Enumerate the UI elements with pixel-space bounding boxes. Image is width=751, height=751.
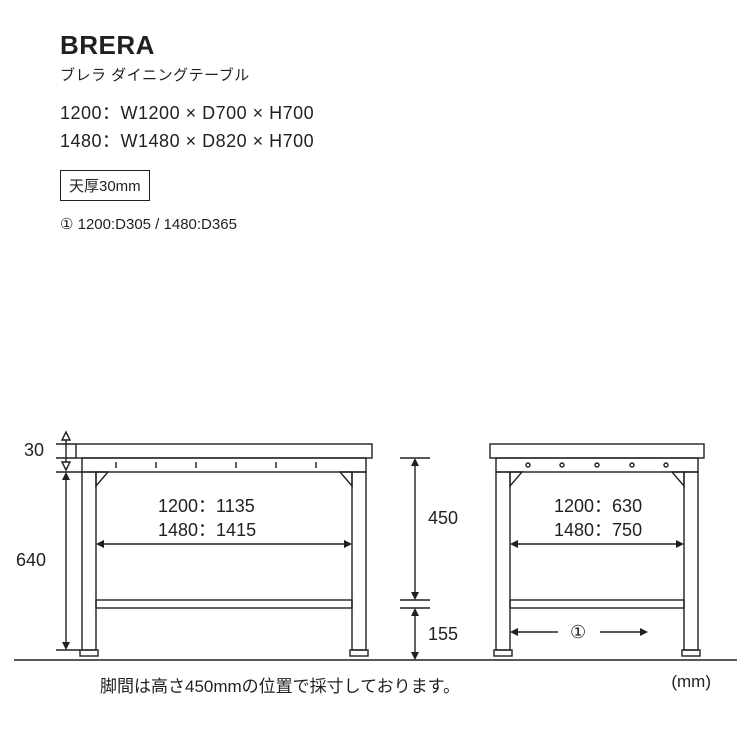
dim-side-width-1: 1200：630 — [554, 496, 642, 516]
front-leg-right — [352, 472, 366, 650]
dim-front-width-1: 1200：1135 — [158, 496, 255, 516]
dim-midheight: 450 — [400, 458, 458, 600]
front-view — [76, 444, 372, 656]
side-brace-left — [510, 472, 522, 486]
side-leg-left — [496, 472, 510, 650]
dim-depth-marker-value: ① — [570, 622, 586, 642]
front-brace-left — [96, 472, 108, 486]
front-stretcher — [96, 600, 352, 608]
side-brace-right — [672, 472, 684, 486]
apron-dot — [630, 463, 634, 467]
side-leg-right — [684, 472, 698, 650]
dim-midheight-value: 450 — [428, 508, 458, 528]
dim-front-width: 1200：1135 1480：1415 — [96, 496, 352, 548]
apron-dot — [560, 463, 564, 467]
apron-dot — [595, 463, 599, 467]
side-view — [490, 444, 704, 656]
side-foot-left — [494, 650, 512, 656]
front-leg-left — [82, 472, 96, 650]
front-foot-left — [80, 650, 98, 656]
dim-stretcher-value: 155 — [428, 624, 458, 644]
dim-side-width: 1200：630 1480：750 — [510, 496, 684, 548]
side-stretcher — [510, 600, 684, 608]
side-tabletop — [490, 444, 704, 458]
front-apron — [82, 458, 366, 472]
front-foot-right — [350, 650, 368, 656]
dim-stretcher-height: 155 — [400, 608, 458, 660]
dim-top-thickness-value: 30 — [24, 440, 44, 460]
dim-front-width-2: 1480：1415 — [158, 520, 256, 540]
front-tabletop — [76, 444, 372, 458]
dim-legroom-value: 640 — [16, 550, 46, 570]
dimension-drawing: 30 640 1200：1135 1480：1415 450 155 — [0, 0, 751, 751]
side-foot-right — [682, 650, 700, 656]
dim-legroom: 640 — [16, 472, 82, 650]
apron-dot — [664, 463, 668, 467]
apron-dot — [526, 463, 530, 467]
dim-depth-marker: ① — [510, 622, 648, 642]
dim-top-thickness: 30 — [24, 432, 76, 470]
dim-side-width-2: 1480：750 — [554, 520, 642, 540]
front-brace-right — [340, 472, 352, 486]
